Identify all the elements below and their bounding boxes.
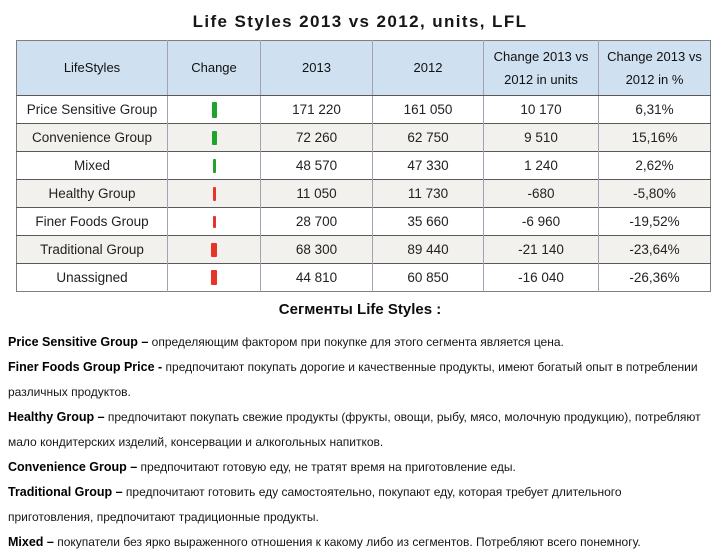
trend-bar-cell [167, 263, 261, 292]
segment-description: Price Sensitive Group – определяющим фак… [8, 335, 564, 349]
change-percent-value: 15,16% [598, 123, 711, 152]
row-label: Convenience Group [16, 123, 168, 152]
table-row: Healthy Group 11 050 11 730 -680 -5,80% [16, 179, 711, 208]
table-row: Unassigned 44 810 60 850 -16 040 -26,36% [16, 263, 711, 292]
table-row: Finer Foods Group 28 700 35 660 -6 960 -19,5… [16, 207, 711, 236]
slide: Life Styles 2013 vs 2012, units, LFL Lif… [0, 12, 720, 552]
value-2012: 60 850 [372, 263, 484, 292]
table-row: Traditional Group 68 300 89 440 -21 140 -23,… [16, 235, 711, 264]
change-percent-value: 2,62% [598, 151, 711, 180]
column-header: LifeStyles [16, 40, 168, 96]
row-label: Unassigned [16, 263, 168, 292]
segment-name: Price Sensitive Group – [8, 335, 149, 349]
trend-up-bar-icon [211, 101, 217, 118]
column-header: Change [167, 40, 261, 96]
value-2012: 89 440 [372, 235, 484, 264]
section-heading: Сегменты Life Styles : [278, 301, 442, 318]
value-2012: 62 750 [372, 123, 484, 152]
change-units-value: -16 040 [483, 263, 599, 292]
column-header: 2013 [260, 40, 373, 96]
trend-down-bar-icon [212, 216, 216, 229]
value-2013: 72 260 [260, 123, 373, 152]
trend-bar-cell [167, 235, 261, 264]
segment-name: Convenience Group – [8, 460, 138, 474]
lifestyles-table: LifeStyles Change 2013 2012 Change 2013 vs 2… [16, 40, 711, 292]
trend-bar-cell [167, 179, 261, 208]
segment-description: Convenience Group – предпочитают готовую… [8, 460, 516, 474]
row-label: Mixed [16, 151, 168, 180]
change-units-value: 1 240 [483, 151, 599, 180]
trend-bar-cell [167, 95, 261, 124]
row-label: Price Sensitive Group [16, 95, 168, 124]
row-label: Traditional Group [16, 235, 168, 264]
trend-bar-cell [167, 123, 261, 152]
segment-description: Healthy Group – предпочитают покупать св… [8, 410, 701, 449]
value-2013: 11 050 [260, 179, 373, 208]
table-row: Convenience Group 72 260 62 750 9 510 15,16% [16, 123, 711, 152]
trend-down-bar-icon [211, 243, 217, 258]
change-units-value: 9 510 [483, 123, 599, 152]
row-label: Finer Foods Group [16, 207, 168, 236]
segment-name: Healthy Group – [8, 410, 105, 424]
change-percent-value: -26,36% [598, 263, 711, 292]
table-row: Price Sensitive Group 171 220 161 050 10 17… [16, 95, 711, 124]
change-units-value: -6 960 [483, 207, 599, 236]
segment-description: Mixed – покупатели без ярко выраженного … [8, 535, 641, 549]
trend-bar-cell [167, 151, 261, 180]
change-percent-value: 6,31% [598, 95, 711, 124]
change-percent-value: -23,64% [598, 235, 711, 264]
change-percent-value: -19,52% [598, 207, 711, 236]
value-2013: 171 220 [260, 95, 373, 124]
trend-bar-cell [167, 207, 261, 236]
column-header: 2012 [372, 40, 484, 96]
segment-description: Traditional Group – предпочитают готовит… [8, 485, 622, 524]
segment-description: Finer Foods Group Price - предпочитают п… [8, 360, 698, 399]
table-header-row: LifeStyles Change 2013 2012 Change 2013 vs 2… [16, 40, 711, 96]
table-row: Mixed 48 570 47 330 1 240 2,62% [16, 151, 711, 180]
segment-name: Finer Foods Group Price - [8, 360, 163, 374]
value-2013: 28 700 [260, 207, 373, 236]
value-2013: 68 300 [260, 235, 373, 264]
trend-down-bar-icon [211, 270, 217, 286]
value-2012: 35 660 [372, 207, 484, 236]
value-2012: 47 330 [372, 151, 484, 180]
value-2012: 161 050 [372, 95, 484, 124]
segment-descriptions: Price Sensitive Group – определяющим фак… [8, 330, 710, 555]
segment-name: Traditional Group – [8, 485, 123, 499]
value-2012: 11 730 [372, 179, 484, 208]
segment-name: Mixed – [8, 535, 54, 549]
value-2013: 48 570 [260, 151, 373, 180]
change-units-value: -21 140 [483, 235, 599, 264]
trend-up-bar-icon [212, 159, 216, 174]
row-label: Healthy Group [16, 179, 168, 208]
trend-down-bar-icon [212, 187, 216, 202]
change-units-value: 10 170 [483, 95, 599, 124]
change-units-value: -680 [483, 179, 599, 208]
column-header: Change 2013 vs 2012 in units [483, 40, 599, 96]
page-title: Life Styles 2013 vs 2012, units, LFL [192, 12, 528, 31]
column-header: Change 2013 vs 2012 in % [598, 40, 711, 96]
value-2013: 44 810 [260, 263, 373, 292]
change-percent-value: -5,80% [598, 179, 711, 208]
trend-up-bar-icon [211, 131, 217, 146]
